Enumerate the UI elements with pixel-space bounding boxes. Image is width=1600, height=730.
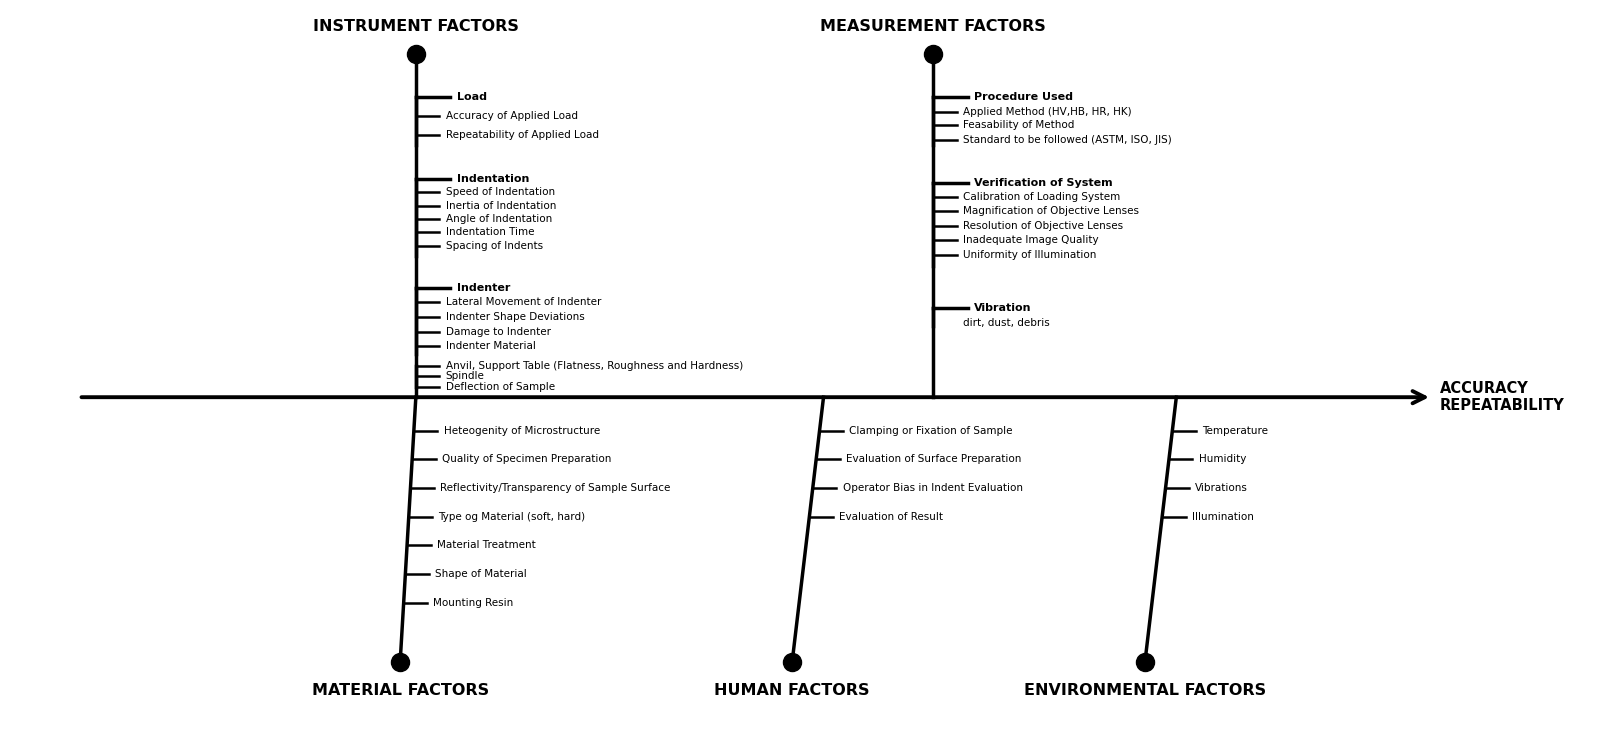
Text: HUMAN FACTORS: HUMAN FACTORS [715, 683, 870, 699]
Text: Illumination: Illumination [1192, 512, 1254, 522]
Text: Deflection of Sample: Deflection of Sample [446, 383, 555, 392]
Text: Uniformity of Illumination: Uniformity of Illumination [963, 250, 1096, 260]
Text: Verification of System: Verification of System [974, 177, 1112, 188]
Text: Indenter Material: Indenter Material [446, 341, 536, 351]
Text: INSTRUMENT FACTORS: INSTRUMENT FACTORS [314, 19, 518, 34]
Text: Vibrations: Vibrations [1195, 483, 1248, 493]
Text: Anvil, Support Table (Flatness, Roughness and Hardness): Anvil, Support Table (Flatness, Roughnes… [446, 361, 742, 371]
Text: dirt, dust, debris: dirt, dust, debris [963, 318, 1050, 328]
Text: MATERIAL FACTORS: MATERIAL FACTORS [312, 683, 488, 699]
Text: Quality of Specimen Preparation: Quality of Specimen Preparation [442, 455, 611, 464]
Text: Lateral Movement of Indenter: Lateral Movement of Indenter [446, 297, 602, 307]
Text: Procedure Used: Procedure Used [974, 92, 1074, 101]
Text: Speed of Indentation: Speed of Indentation [446, 188, 555, 197]
Text: MEASUREMENT FACTORS: MEASUREMENT FACTORS [821, 19, 1046, 34]
Text: Magnification of Objective Lenses: Magnification of Objective Lenses [963, 207, 1139, 216]
Text: Inertia of Indentation: Inertia of Indentation [446, 201, 557, 211]
Text: Applied Method (HV,HB, HR, HK): Applied Method (HV,HB, HR, HK) [963, 107, 1131, 117]
Text: Accuracy of Applied Load: Accuracy of Applied Load [446, 111, 578, 121]
Text: Evaluation of Surface Preparation: Evaluation of Surface Preparation [846, 455, 1021, 464]
Text: Heteogenity of Microstructure: Heteogenity of Microstructure [443, 426, 600, 436]
Text: Humidity: Humidity [1198, 455, 1246, 464]
Text: Indentation Time: Indentation Time [446, 227, 534, 237]
Text: Indenter: Indenter [456, 283, 510, 293]
Text: Indenter Shape Deviations: Indenter Shape Deviations [446, 312, 584, 322]
Text: Evaluation of Result: Evaluation of Result [838, 512, 942, 522]
Text: Angle of Indentation: Angle of Indentation [446, 214, 552, 224]
Text: Mounting Resin: Mounting Resin [434, 598, 514, 607]
Text: Type og Material (soft, hard): Type og Material (soft, hard) [438, 512, 586, 522]
Text: ACCURACY
REPEATABILITY: ACCURACY REPEATABILITY [1440, 381, 1565, 413]
Text: Repeatability of Applied Load: Repeatability of Applied Load [446, 130, 598, 139]
Text: Clamping or Fixation of Sample: Clamping or Fixation of Sample [850, 426, 1013, 436]
Text: Spacing of Indents: Spacing of Indents [446, 241, 542, 250]
Text: Calibration of Loading System: Calibration of Loading System [963, 192, 1120, 202]
Text: Resolution of Objective Lenses: Resolution of Objective Lenses [963, 221, 1123, 231]
Text: Material Treatment: Material Treatment [437, 540, 536, 550]
Text: Spindle: Spindle [446, 372, 485, 382]
Text: Inadequate Image Quality: Inadequate Image Quality [963, 235, 1099, 245]
Text: Feasability of Method: Feasability of Method [963, 120, 1075, 131]
Text: ENVIRONMENTAL FACTORS: ENVIRONMENTAL FACTORS [1024, 683, 1266, 699]
Text: Damage to Indenter: Damage to Indenter [446, 326, 550, 337]
Text: Shape of Material: Shape of Material [435, 569, 526, 579]
Text: Reflectivity/Transparency of Sample Surface: Reflectivity/Transparency of Sample Surf… [440, 483, 670, 493]
Text: Temperature: Temperature [1202, 426, 1269, 436]
Text: Operator Bias in Indent Evaluation: Operator Bias in Indent Evaluation [843, 483, 1022, 493]
Text: Indentation: Indentation [456, 174, 530, 184]
Text: Vibration: Vibration [974, 303, 1032, 312]
Text: Load: Load [456, 92, 486, 101]
Text: Standard to be followed (ASTM, ISO, JIS): Standard to be followed (ASTM, ISO, JIS) [963, 134, 1171, 145]
